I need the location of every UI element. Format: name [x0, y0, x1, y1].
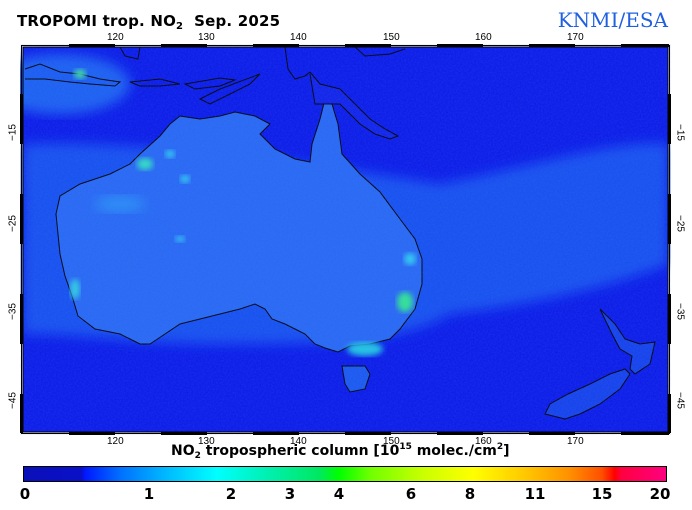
colorbar-tick: 6 — [405, 485, 417, 503]
colorbar-tick: 8 — [464, 485, 476, 503]
colorbar-tick: 3 — [284, 485, 296, 503]
colorbar — [23, 466, 667, 482]
credit-label: KNMI/ESA — [557, 8, 668, 32]
lon-tick-bottom: 130 — [198, 436, 215, 447]
lon-tick-bottom: 150 — [383, 436, 400, 447]
lat-tick-right: −15 — [674, 124, 686, 141]
lon-tick-bottom: 140 — [290, 436, 307, 447]
lon-tick-top: 120 — [107, 32, 124, 43]
lat-tick-right: −45 — [674, 392, 686, 409]
colorbar-tick: 20 — [649, 485, 671, 503]
lon-tick-bottom: 160 — [475, 436, 492, 447]
lon-tick-bottom: 170 — [567, 436, 584, 447]
lat-tick-left: −45 — [7, 392, 19, 409]
chart-title: TROPOMI trop. NO2 Sep. 2025 — [17, 12, 281, 32]
lon-tick-top: 140 — [290, 32, 307, 43]
no2-map — [20, 44, 671, 435]
colorbar-label: NO2 tropospheric column [1015 molec./cm2… — [171, 442, 510, 461]
lat-tick-left: −25 — [7, 215, 19, 232]
lon-tick-bottom: 120 — [107, 436, 124, 447]
colorbar-tick: 4 — [333, 485, 345, 503]
lat-tick-right: −35 — [674, 303, 686, 320]
lat-tick-right: −25 — [674, 215, 686, 232]
colorbar-tick: 11 — [524, 485, 546, 503]
colorbar-tick: 0 — [19, 485, 31, 503]
colorbar-tick: 2 — [225, 485, 237, 503]
colorbar-tick: 15 — [591, 485, 613, 503]
lat-tick-left: −15 — [7, 124, 19, 141]
lon-tick-top: 150 — [383, 32, 400, 43]
lat-tick-left: −35 — [7, 303, 19, 320]
lon-tick-top: 160 — [475, 32, 492, 43]
colorbar-tick: 1 — [143, 485, 155, 503]
lon-tick-top: 170 — [567, 32, 584, 43]
lon-tick-top: 130 — [198, 32, 215, 43]
